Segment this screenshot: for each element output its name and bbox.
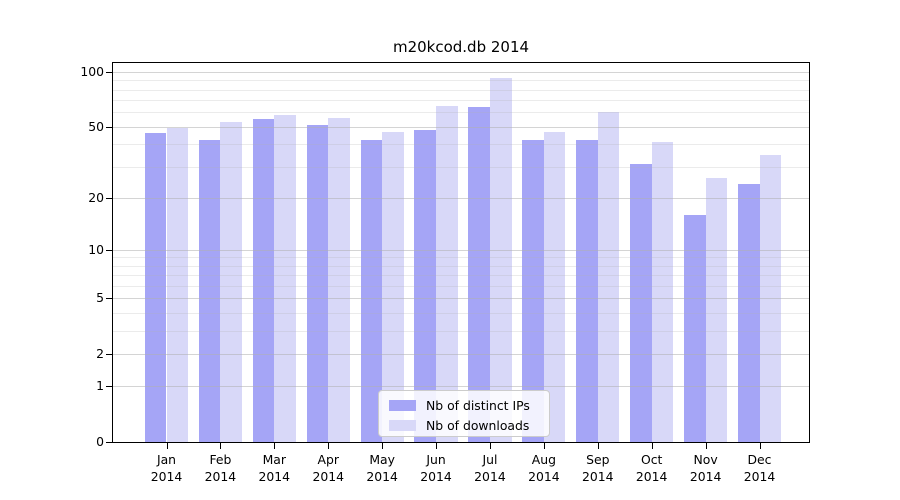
x-tick-7	[543, 443, 545, 449]
y-tick-2	[106, 353, 113, 355]
bar-ips-3	[306, 125, 329, 442]
bar-ips-10	[684, 214, 706, 442]
bar-downloads-1	[220, 122, 242, 442]
x-tick-label-5: Jun 2014	[420, 452, 452, 484]
legend-label-downloads: Nb of downloads	[426, 418, 530, 433]
plot-area	[112, 62, 810, 443]
bar-downloads-8	[597, 112, 620, 442]
bars-layer	[113, 63, 809, 442]
y-tick-label-50: 50	[88, 118, 104, 134]
x-tick-1	[220, 443, 222, 449]
bar-ips-4	[360, 140, 383, 442]
bar-ips-11	[737, 183, 760, 442]
x-tick-11	[759, 443, 761, 449]
y-tick-20	[106, 197, 113, 199]
legend-item-downloads: Nb of downloads	[387, 417, 541, 434]
x-tick-label-1: Feb 2014	[204, 452, 237, 484]
x-tick-4	[382, 443, 384, 449]
legend-label-distinct-ips: Nb of distinct IPs	[426, 398, 530, 413]
y-tick-100	[106, 72, 113, 73]
x-tick-6	[489, 443, 491, 449]
x-tick-label-3: Apr 2014	[312, 452, 344, 484]
legend-swatch-distinct-ips	[389, 400, 416, 411]
y-tick-5	[106, 298, 113, 300]
legend-swatch-downloads	[389, 420, 416, 431]
x-tick-label-11: Dec 2014	[743, 452, 776, 484]
bar-ips-6	[468, 107, 490, 442]
bar-downloads-9	[651, 142, 674, 442]
legend-item-distinct-ips: Nb of distinct IPs	[387, 397, 541, 414]
y-tick-label-20: 20	[88, 189, 104, 205]
bar-ips-1	[198, 140, 221, 442]
bar-downloads-4	[382, 131, 404, 442]
x-tick-label-2: Mar 2014	[258, 452, 291, 484]
x-tick-5	[436, 443, 438, 449]
bar-ips-5	[414, 129, 437, 442]
bar-downloads-0	[166, 128, 189, 442]
y-tick-label-100: 100	[80, 64, 104, 79]
bar-downloads-5	[436, 106, 458, 442]
x-tick-9	[651, 443, 653, 449]
bar-downloads-6	[489, 77, 512, 442]
x-tick-label-9: Oct 2014	[635, 452, 668, 484]
y-tick-label-2: 2	[96, 345, 104, 361]
y-tick-50	[106, 126, 113, 128]
x-tick-label-7: Aug 2014	[528, 452, 560, 484]
x-tick-8	[597, 443, 599, 449]
y-tick-label-0: 0	[96, 434, 104, 449]
x-tick-label-10: Nov 2014	[689, 452, 722, 484]
bar-ips-2	[252, 119, 275, 442]
legend: Nb of distinct IPs Nb of downloads	[378, 390, 550, 437]
bar-downloads-11	[759, 154, 782, 442]
x-tick-2	[274, 443, 276, 449]
y-tick-label-5: 5	[96, 290, 104, 306]
bar-downloads-2	[274, 115, 296, 442]
bar-ips-9	[630, 164, 652, 442]
x-tick-0	[166, 443, 168, 449]
bar-downloads-10	[705, 177, 728, 442]
bar-downloads-3	[328, 117, 350, 442]
bar-downloads-7	[543, 131, 566, 442]
y-tick-10	[106, 249, 113, 251]
bar-ips-0	[144, 133, 167, 442]
y-tick-0	[106, 442, 113, 443]
x-tick-3	[328, 443, 330, 449]
bar-ips-8	[576, 140, 598, 442]
chart-title: m20kcod.db 2014	[392, 38, 530, 56]
x-tick-label-0: Jan 2014	[150, 452, 183, 484]
y-tick-label-1: 1	[96, 378, 104, 394]
x-tick-label-4: May 2014	[366, 452, 398, 484]
x-tick-label-6: Jul 2014	[474, 452, 506, 484]
y-tick-label-10: 10	[88, 241, 104, 257]
x-tick-label-8: Sep 2014	[581, 452, 614, 484]
x-tick-10	[705, 443, 707, 449]
y-tick-1	[106, 386, 113, 388]
bar-ips-7	[522, 140, 544, 442]
